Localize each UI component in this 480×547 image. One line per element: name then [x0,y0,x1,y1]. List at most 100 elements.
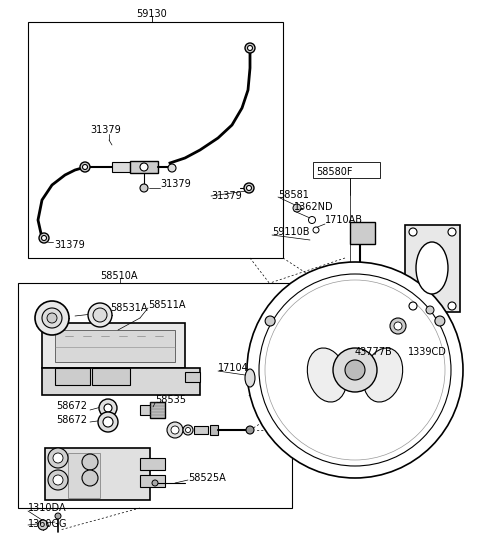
Polygon shape [313,162,380,178]
Circle shape [409,302,417,310]
Polygon shape [140,405,155,415]
Circle shape [390,318,406,334]
Circle shape [309,217,315,224]
Text: 58525A: 58525A [188,473,226,483]
Circle shape [448,302,456,310]
Ellipse shape [307,348,347,402]
Text: 31379: 31379 [160,179,191,189]
Text: 31379: 31379 [211,191,242,201]
Circle shape [333,348,377,392]
Ellipse shape [245,369,255,387]
Polygon shape [150,402,165,418]
Circle shape [246,426,254,434]
Text: 1339CD: 1339CD [408,347,447,357]
Text: 1360GG: 1360GG [28,519,68,529]
Text: 31379: 31379 [54,240,85,250]
Circle shape [265,280,445,460]
Circle shape [80,162,90,172]
Polygon shape [68,453,100,498]
Circle shape [167,422,183,438]
Circle shape [41,236,47,241]
Circle shape [104,404,112,412]
Circle shape [53,453,63,463]
Circle shape [168,164,176,172]
Text: 59130: 59130 [137,9,168,19]
Circle shape [140,184,148,192]
Circle shape [152,480,158,486]
Circle shape [171,426,179,434]
Circle shape [47,313,57,323]
Polygon shape [92,368,130,385]
Circle shape [394,322,402,330]
Circle shape [82,470,98,486]
Circle shape [140,163,148,171]
Text: 1710AB: 1710AB [325,215,363,225]
Text: 58531A: 58531A [110,303,147,313]
Polygon shape [42,323,185,368]
Polygon shape [350,222,375,244]
Circle shape [448,228,456,236]
Ellipse shape [416,242,448,294]
Polygon shape [55,330,175,362]
Circle shape [98,412,118,432]
Circle shape [39,233,49,243]
Text: 17104: 17104 [218,363,249,373]
Polygon shape [140,475,165,487]
Polygon shape [45,448,150,500]
Polygon shape [130,161,158,173]
Circle shape [313,227,319,233]
Circle shape [93,308,107,322]
Polygon shape [18,283,292,508]
Text: 58511A: 58511A [148,300,185,310]
Circle shape [35,301,69,335]
Polygon shape [28,22,283,258]
Circle shape [38,520,48,530]
Circle shape [248,45,252,50]
Circle shape [244,183,254,193]
Text: 43777B: 43777B [355,347,393,357]
Polygon shape [387,312,410,340]
Circle shape [103,417,113,427]
Text: 58535: 58535 [155,395,186,405]
Circle shape [345,360,365,380]
Circle shape [53,475,63,485]
Text: 58672: 58672 [56,415,87,425]
Polygon shape [55,368,90,385]
Circle shape [409,228,417,236]
Text: 1310DA: 1310DA [28,503,67,513]
Circle shape [435,316,445,326]
Circle shape [247,185,252,190]
Text: 31379: 31379 [90,125,121,135]
Circle shape [55,513,61,519]
Circle shape [245,43,255,53]
Polygon shape [210,425,218,435]
Circle shape [265,316,275,326]
Polygon shape [405,225,460,312]
Circle shape [426,306,434,314]
Text: 58672: 58672 [56,401,87,411]
Circle shape [48,470,68,490]
Circle shape [83,165,87,170]
Text: 58581: 58581 [278,190,309,200]
Circle shape [185,428,191,433]
Text: 59110B: 59110B [272,227,310,237]
Polygon shape [140,458,165,470]
Circle shape [183,425,193,435]
Circle shape [247,262,463,478]
Circle shape [293,204,301,212]
Polygon shape [194,426,208,434]
Text: 1362ND: 1362ND [294,202,334,212]
Circle shape [48,448,68,468]
Circle shape [82,454,98,470]
Polygon shape [112,162,130,172]
Circle shape [88,303,112,327]
Circle shape [99,399,117,417]
Text: 58510A: 58510A [100,271,137,281]
Polygon shape [185,372,200,382]
Polygon shape [247,355,275,385]
Text: 58580F: 58580F [316,167,352,177]
Polygon shape [42,368,200,395]
Circle shape [42,308,62,328]
Ellipse shape [363,348,403,402]
Circle shape [259,274,451,466]
